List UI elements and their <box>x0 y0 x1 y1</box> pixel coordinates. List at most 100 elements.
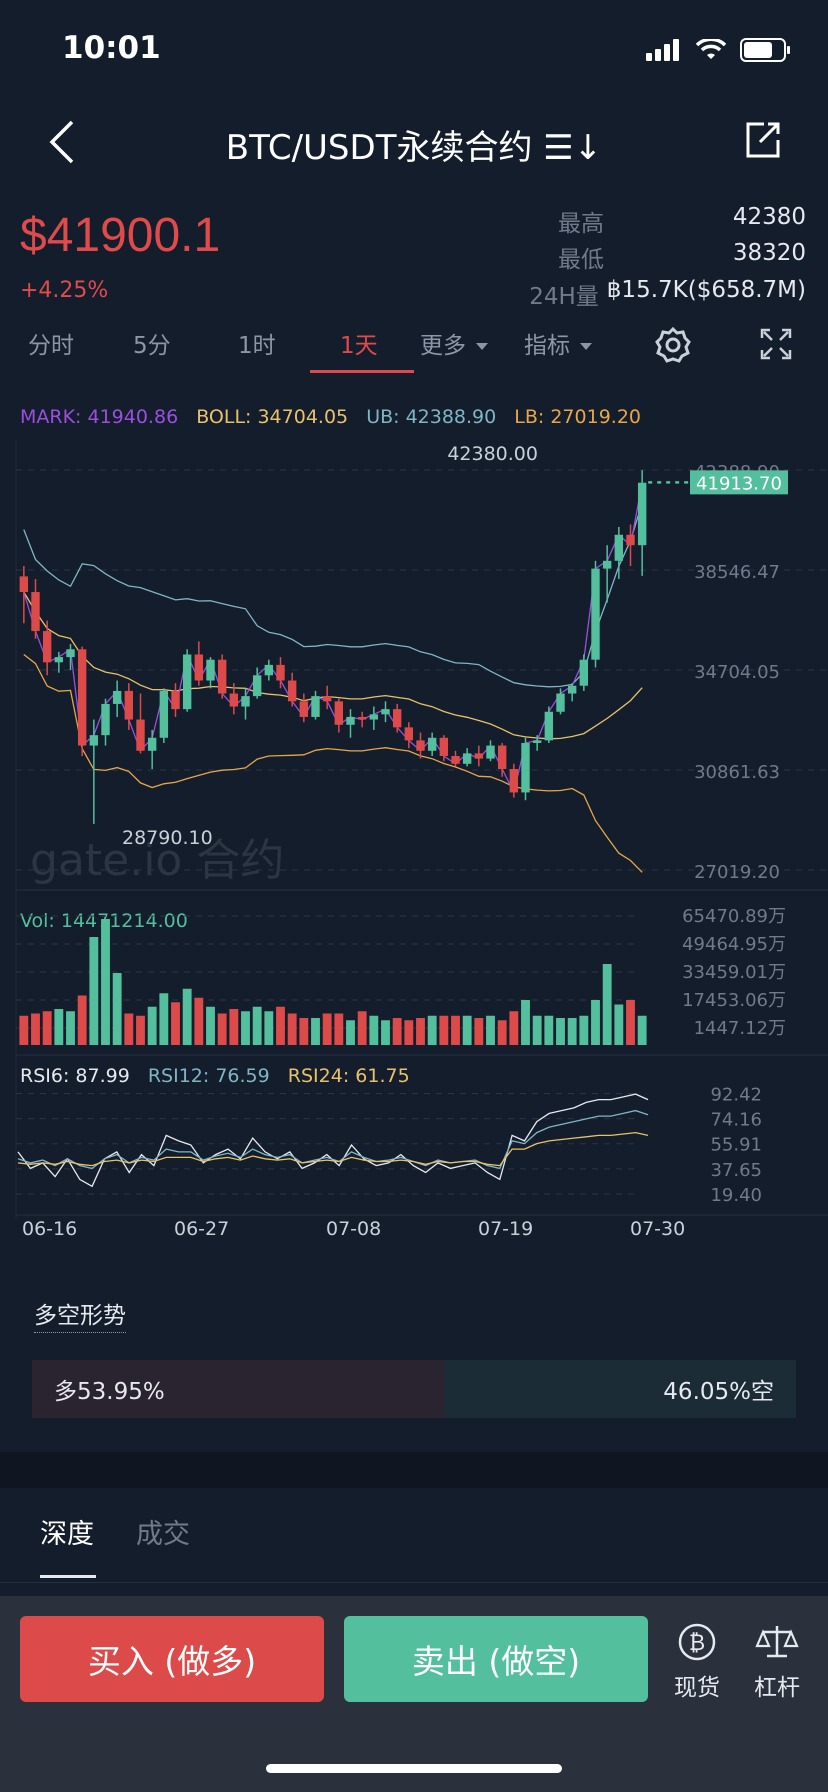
candle-body <box>206 659 215 681</box>
tab-timeshare[interactable]: 分时 <box>28 333 74 359</box>
x-tick-label: 07-30 <box>630 1218 685 1240</box>
min-price-label: 28790.10 <box>122 827 213 849</box>
candle-body <box>637 482 647 546</box>
candle-body <box>556 693 565 712</box>
candle-body <box>77 649 87 746</box>
rsi-lines <box>17 1093 649 1188</box>
candle-body <box>287 680 297 702</box>
bitcoin-icon: ₿ <box>678 1623 716 1661</box>
candle-body <box>159 690 169 738</box>
short-ratio: 46.05%空 <box>444 1360 796 1418</box>
vol-tick-label: 65470.89万 <box>682 906 786 927</box>
volume-bar <box>54 1009 64 1045</box>
spot-button[interactable]: ₿ 现货 <box>662 1622 732 1702</box>
volume-bar <box>182 988 192 1045</box>
candle-body <box>182 654 192 710</box>
long-short-title[interactable]: 多空形势 <box>34 1296 126 1333</box>
page-title[interactable]: BTC/USDT永续合约 ☰↓ <box>225 128 603 168</box>
candle-body <box>194 654 204 681</box>
candle-body <box>147 737 157 751</box>
candle-body <box>427 737 437 751</box>
tab-depth[interactable]: 深度 <box>40 1519 94 1550</box>
candle-body <box>497 745 507 770</box>
volume-bar <box>217 1013 227 1045</box>
volume-bar <box>556 1018 565 1045</box>
volume-bar <box>579 1015 589 1045</box>
volume-bar <box>614 1004 624 1045</box>
ub-legend: UB: 42388.90 <box>366 406 497 428</box>
kline-chart[interactable]: gate.io 合约 42388.9038546.4734704.0530861… <box>0 430 828 1240</box>
low-value: 38320 <box>732 240 806 266</box>
candle-body <box>614 534 624 561</box>
fullscreen-icon[interactable] <box>760 328 792 360</box>
main-legend: MARK: 41940.86 BOLL: 34704.05 UB: 42388.… <box>20 406 653 428</box>
volume-bar <box>381 1020 390 1045</box>
candle-body <box>252 675 262 697</box>
volume-label: 24H量 <box>529 284 599 310</box>
spot-label: 现货 <box>674 1675 720 1701</box>
volume-bar <box>497 1020 507 1045</box>
low-label: 最低 <box>558 247 604 273</box>
volume-bar <box>264 1011 274 1045</box>
sell-short-button[interactable]: 卖出 (做空) <box>344 1616 648 1702</box>
depth-tab-underline <box>40 1575 96 1578</box>
vol-tick-label: 49464.95万 <box>682 934 786 955</box>
volume-bar <box>567 1018 577 1045</box>
candle-body <box>66 649 75 658</box>
x-tick-label: 07-08 <box>326 1218 381 1240</box>
candle-body <box>579 659 589 686</box>
vol-tick-label: 33459.01万 <box>682 962 786 983</box>
rsi24-line <box>17 1131 649 1167</box>
volume-bar <box>311 1018 320 1045</box>
x-tick-label: 06-16 <box>22 1218 77 1240</box>
candle-body <box>264 664 274 676</box>
volume-bar <box>299 1018 309 1045</box>
current-price-badge <box>690 470 788 495</box>
chevron-down-icon <box>476 343 488 350</box>
volume-bar <box>416 1018 425 1045</box>
candle-body <box>229 693 239 707</box>
candle-body <box>334 701 344 725</box>
status-time: 10:01 <box>62 30 161 66</box>
volume-bar <box>159 993 169 1045</box>
margin-button[interactable]: 杠杆 <box>742 1622 812 1702</box>
candle-body <box>404 727 414 741</box>
volume-bar <box>462 1015 472 1045</box>
tab-1day[interactable]: 1天 <box>340 333 378 359</box>
buy-long-button[interactable]: 买入 (做多) <box>20 1616 324 1702</box>
tab-indicator[interactable]: 指标 <box>524 326 592 360</box>
gear-icon[interactable] <box>654 326 692 364</box>
boll-legend: BOLL: 34704.05 <box>196 406 349 428</box>
margin-label: 杠杆 <box>754 1675 800 1701</box>
boll-lines <box>23 482 643 873</box>
candle-body <box>31 592 40 632</box>
current-price-label: 41913.70 <box>696 473 782 494</box>
candle-body <box>299 701 309 717</box>
candle-body <box>462 753 472 764</box>
tab-1hour[interactable]: 1时 <box>238 333 276 359</box>
candle-body <box>416 740 425 751</box>
volume-bars <box>19 919 647 1045</box>
tab-trades[interactable]: 成交 <box>136 1519 190 1550</box>
candle-body <box>241 696 250 707</box>
candle-body <box>89 735 99 746</box>
tab-5min[interactable]: 5分 <box>133 333 171 359</box>
mark-legend: MARK: 41940.86 <box>20 406 179 428</box>
share-icon[interactable] <box>742 118 784 160</box>
candles <box>19 470 647 824</box>
wifi-icon <box>696 39 726 59</box>
candle-body <box>532 740 542 743</box>
home-indicator <box>266 1764 562 1773</box>
back-arrow-icon[interactable] <box>44 118 80 166</box>
volume-bar <box>229 1009 239 1045</box>
y-tick-label: 27019.20 <box>694 862 780 883</box>
volume-bar <box>66 1011 75 1045</box>
candle-body <box>381 709 390 715</box>
candle-body <box>509 769 519 793</box>
divider <box>0 1582 828 1583</box>
rsi-tick-label: 55.91 <box>710 1135 762 1156</box>
vol-tick-label: 17453.06万 <box>682 990 786 1011</box>
volume-bar <box>357 1011 367 1045</box>
tab-more[interactable]: 更多 <box>420 326 488 360</box>
volume-bar <box>171 1002 180 1045</box>
